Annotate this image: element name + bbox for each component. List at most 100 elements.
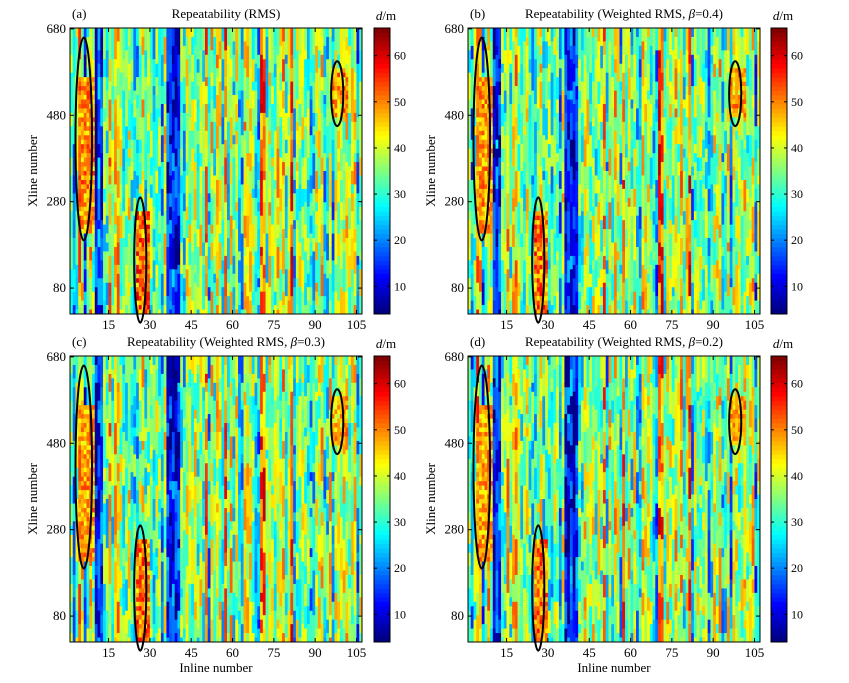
heatmap-cell <box>257 130 261 136</box>
heatmap-cell <box>144 99 148 105</box>
heatmap-cell <box>70 135 74 141</box>
heatmap-cell <box>163 32 167 38</box>
heatmap-cell <box>279 211 283 217</box>
heatmap-cell <box>105 246 109 252</box>
heatmap-cell <box>257 193 261 199</box>
heatmap-cell <box>210 77 214 83</box>
heatmap-cell <box>204 309 209 315</box>
heatmap-cell <box>185 238 189 243</box>
heatmap-cell <box>182 269 187 275</box>
heatmap-cell <box>147 184 151 190</box>
heatmap-cell <box>122 157 126 163</box>
heatmap-cell <box>218 77 222 83</box>
heatmap-cell <box>133 175 137 181</box>
heatmap-cell <box>260 59 264 65</box>
heatmap-cell <box>122 188 126 194</box>
heatmap-cell <box>243 144 247 150</box>
heatmap-cell <box>119 188 123 194</box>
heatmap-cell <box>105 193 109 199</box>
heatmap-cell <box>169 242 173 248</box>
heatmap-cell <box>268 175 272 181</box>
heatmap-cell <box>138 229 143 234</box>
heatmap-cell <box>152 117 156 123</box>
heatmap-cell <box>70 166 74 172</box>
heatmap-cell <box>202 108 206 114</box>
heatmap-cell <box>221 188 225 194</box>
heatmap-cell <box>119 144 123 150</box>
heatmap-cell <box>257 269 261 275</box>
heatmap-cell <box>125 72 129 78</box>
heatmap-cell <box>86 153 90 158</box>
heatmap-cell <box>235 36 239 42</box>
heatmap-cell <box>130 188 134 194</box>
heatmap-cell <box>251 202 255 208</box>
heatmap-cell <box>240 260 244 266</box>
heatmap-cell <box>122 68 126 74</box>
heatmap-cell <box>240 95 244 100</box>
heatmap-cell <box>108 296 112 301</box>
heatmap-cell <box>70 121 74 127</box>
heatmap-cell <box>138 296 143 301</box>
heatmap-cell <box>105 112 109 118</box>
heatmap-cell <box>196 63 200 69</box>
heatmap-cell <box>89 215 93 221</box>
heatmap-cell <box>160 28 165 33</box>
heatmap-cell <box>152 260 156 266</box>
heatmap-cell <box>260 90 264 96</box>
heatmap-cell <box>180 28 184 33</box>
heatmap-cell <box>180 282 184 288</box>
heatmap-cell <box>114 90 118 96</box>
heatmap-cell <box>273 32 277 38</box>
heatmap-cell <box>282 32 286 38</box>
heatmap-cell <box>260 215 264 221</box>
heatmap-cell <box>246 202 250 208</box>
heatmap-cell <box>158 229 162 234</box>
heatmap-cell <box>171 287 176 293</box>
heatmap-cell <box>249 148 253 154</box>
heatmap-cell <box>141 260 145 266</box>
heatmap-cell <box>199 63 203 69</box>
heatmap-cell <box>204 300 209 306</box>
heatmap-cell <box>218 166 222 172</box>
heatmap-cell <box>224 32 228 38</box>
heatmap-cell <box>152 211 156 217</box>
heatmap-cell <box>249 112 253 118</box>
heatmap-cell <box>177 202 181 208</box>
heatmap-cell <box>133 121 137 127</box>
heatmap-cell <box>138 269 143 275</box>
heatmap-cell <box>149 32 154 38</box>
heatmap-cell <box>125 45 129 51</box>
heatmap-cell <box>182 197 187 203</box>
heatmap-cell <box>163 269 167 275</box>
heatmap-cell <box>83 251 87 257</box>
heatmap-cell <box>158 175 162 181</box>
heatmap-cell <box>86 175 90 181</box>
heatmap-cell <box>70 95 74 100</box>
heatmap-cell <box>158 197 162 203</box>
heatmap-cell <box>116 238 120 243</box>
heatmap-cell <box>122 175 126 181</box>
heatmap-cell <box>235 273 239 279</box>
heatmap-cell <box>232 269 236 275</box>
heatmap-cell <box>265 166 269 172</box>
heatmap-cell <box>196 103 200 109</box>
heatmap-cell <box>105 305 109 310</box>
heatmap-cell <box>202 224 206 230</box>
heatmap-cell <box>97 157 101 163</box>
heatmap-cell <box>182 45 187 51</box>
heatmap-cell <box>138 273 143 279</box>
heatmap-cell <box>160 72 165 78</box>
heatmap-cell <box>196 166 200 172</box>
heatmap-cell <box>268 139 272 145</box>
heatmap-cell <box>218 179 222 185</box>
heatmap-cell <box>251 282 255 288</box>
heatmap-cell <box>86 171 90 176</box>
heatmap-cell <box>111 291 115 297</box>
heatmap-cell <box>141 287 145 293</box>
heatmap-cell <box>232 77 236 83</box>
heatmap-cell <box>240 63 244 69</box>
heatmap-cell <box>114 153 118 158</box>
heatmap-cell <box>138 220 143 226</box>
heatmap-cell <box>125 126 129 132</box>
heatmap-cell <box>196 126 200 132</box>
